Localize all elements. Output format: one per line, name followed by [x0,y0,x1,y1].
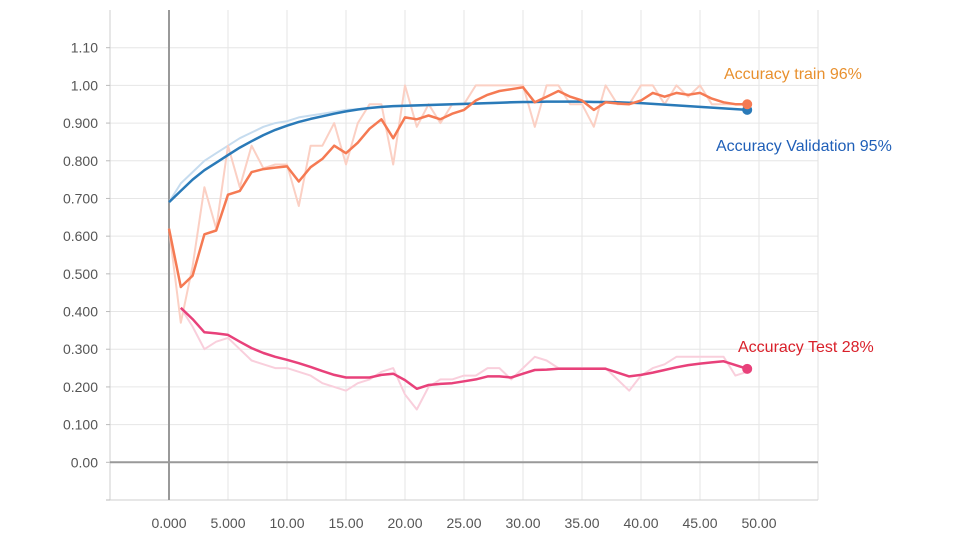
x-tick-label: 20.00 [387,515,422,531]
x-tick-label: 40.00 [623,515,658,531]
x-tick-label: 35.00 [564,515,599,531]
x-tick-label: 45.00 [682,515,717,531]
y-tick-label: 1.10 [71,40,98,56]
annotation-validation: Accuracy Validation 95% [716,138,892,155]
series-line-validation [168,100,748,204]
x-tick-label: 50.00 [741,515,776,531]
x-tick-label: 5.000 [210,515,245,531]
x-tick-label: 0.000 [151,515,186,531]
series-line-test [179,306,748,391]
end-markers [742,99,753,374]
y-tick-label: 0.800 [63,153,98,169]
y-tick-label: 0.200 [63,379,98,395]
series-line-train [167,86,748,289]
x-tick-label: 25.00 [446,515,481,531]
y-tick-label: 0.500 [63,266,98,282]
raw-series-lines [168,84,748,411]
y-tick-label: 0.00 [71,454,98,470]
tick-labels: 0.00 0.100 0.200 0.300 0.400 0.500 0.600 0.700 0… [63,40,777,531]
annotation-train: Accuracy train 96% [724,66,862,83]
y-tick-label: 0.600 [63,228,98,244]
end-marker-test [742,363,753,374]
grid-lines [109,10,819,501]
y-tick-label: 0.100 [63,417,98,433]
raw-line-train [168,84,748,324]
x-tick-label: 10.00 [269,515,304,531]
x-tick-label: 30.00 [505,515,540,531]
y-tick-label: 0.700 [63,190,98,206]
end-marker-train [742,99,753,110]
axes [106,10,819,501]
annotation-test: Accuracy Test 28% [738,339,874,356]
y-tick-label: 0.900 [63,115,98,131]
x-tick-label: 15.00 [328,515,363,531]
y-tick-label: 0.400 [63,304,98,320]
y-tick-label: 1.00 [71,77,98,93]
series-annotations: Accuracy Validation 95% Accuracy train 96… [716,66,892,356]
raw-line-test [179,307,748,411]
smoothed-series-lines [167,86,748,391]
y-tick-label: 0.300 [63,341,98,357]
